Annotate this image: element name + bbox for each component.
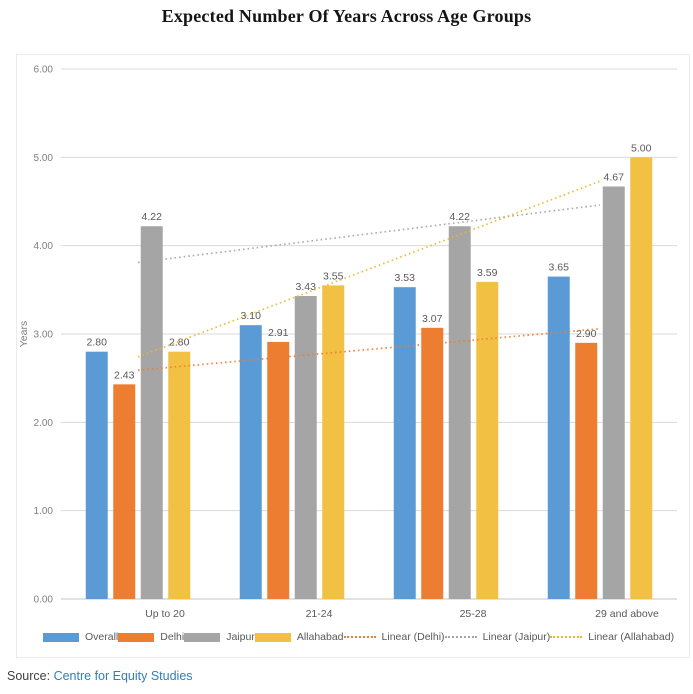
y-tick-label: 2.00 xyxy=(34,418,54,429)
bar xyxy=(602,186,625,599)
y-tick-label: 1.00 xyxy=(34,506,54,517)
bar-value-label: 2.80 xyxy=(169,337,190,349)
bar-value-label: 3.43 xyxy=(296,281,317,293)
y-tick-label: 5.00 xyxy=(34,153,54,164)
bar-value-label: 2.80 xyxy=(87,337,108,349)
legend-label: Jaipur xyxy=(226,631,255,643)
page-title: Expected Number Of Years Across Age Grou… xyxy=(161,6,532,26)
y-tick-label: 4.00 xyxy=(34,241,54,252)
bar-value-label: 3.07 xyxy=(422,313,443,325)
chart-canvas: 0.00 1.00 2.00 3.00 4.00 5.00 6.00 Years 2.80 3.1… xyxy=(18,65,677,620)
legend-swatch xyxy=(43,632,79,642)
bar xyxy=(113,384,136,599)
legend-item: Linear (Delhi) xyxy=(343,631,445,643)
bar xyxy=(547,276,570,599)
legend-swatch xyxy=(254,632,291,642)
legend-label: Linear (Jaipur) xyxy=(482,631,551,643)
bar-value-label: 4.22 xyxy=(142,211,163,223)
legend-item: Jaipur xyxy=(184,631,255,643)
x-axis-label: Up to 20 xyxy=(145,608,185,620)
y-tick-label: 0.00 xyxy=(34,595,54,606)
y-tick-label: 3.00 xyxy=(34,330,54,341)
legend-item: Overall xyxy=(43,631,118,643)
bar xyxy=(393,287,416,599)
source-line: Source: Centre for Equity Studies xyxy=(7,669,193,683)
bar-value-label: 3.55 xyxy=(323,270,344,282)
legend-item: Linear (Allahabad) xyxy=(550,631,674,643)
x-axis-label: 29 and above xyxy=(595,608,659,620)
source-link[interactable]: Centre for Equity Studies xyxy=(53,669,193,683)
bar-value-label: 4.67 xyxy=(604,171,625,183)
legend-label: Overall xyxy=(85,631,119,643)
x-axis-label: 25-28 xyxy=(460,608,487,620)
bar xyxy=(575,342,598,599)
legend-swatch xyxy=(550,636,583,638)
legend-label: Linear (Delhi) xyxy=(381,631,445,643)
legend-label: Delhi xyxy=(160,631,185,643)
legend-swatch xyxy=(343,636,376,638)
legend-item: Allahabad xyxy=(254,631,344,643)
bar-value-label: 3.10 xyxy=(241,310,262,322)
bar-value-label: 2.91 xyxy=(268,327,289,339)
source-prefix: Source: xyxy=(7,669,51,683)
chart-legend: Overall Delhi Jaipur Allahabad Linear (Delhi… xyxy=(43,627,674,647)
y-axis-title: Years xyxy=(18,321,30,347)
bar xyxy=(168,351,191,599)
trendline xyxy=(137,180,601,358)
bar xyxy=(239,325,262,599)
bar-value-label: 4.22 xyxy=(450,211,471,223)
bar-value-label: 3.59 xyxy=(477,267,498,279)
bar-value-label: 2.43 xyxy=(114,369,135,381)
bar xyxy=(267,341,290,599)
legend-item: Delhi xyxy=(118,631,184,643)
bar xyxy=(448,226,471,599)
bar xyxy=(630,157,653,599)
bar xyxy=(140,226,163,599)
y-tick-label: 6.00 xyxy=(34,65,54,76)
x-axis-label: 21-24 xyxy=(306,608,333,620)
trendline xyxy=(137,327,601,372)
bar xyxy=(85,351,108,599)
legend-label: Allahabad xyxy=(296,631,344,643)
legend-swatch xyxy=(118,632,155,642)
bar xyxy=(476,281,499,599)
bar xyxy=(421,327,444,599)
legend-item: Linear (Jaipur) xyxy=(444,631,551,643)
bar-value-label: 3.65 xyxy=(549,262,570,274)
bar xyxy=(294,296,317,599)
legend-label: Linear (Allahabad) xyxy=(588,631,675,643)
bar xyxy=(322,285,345,599)
bar-value-label: 5.00 xyxy=(631,142,652,154)
bar-value-label: 3.53 xyxy=(395,272,416,284)
bar-value-label: 2.90 xyxy=(576,328,597,340)
chart-area: 0.00 1.00 2.00 3.00 4.00 5.00 6.00 Years 2.80 3.1… xyxy=(16,54,690,658)
legend-swatch xyxy=(444,636,477,638)
legend-swatch xyxy=(184,632,221,642)
trendline xyxy=(137,204,601,264)
